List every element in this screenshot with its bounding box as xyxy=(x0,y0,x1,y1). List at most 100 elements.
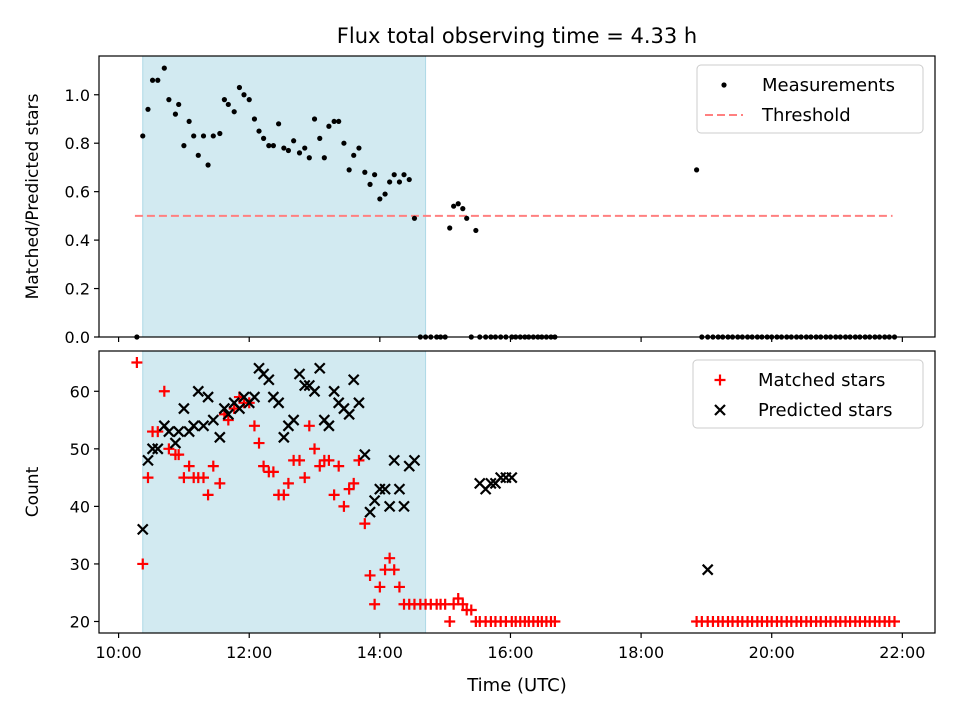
legend-plus-swatch xyxy=(714,374,726,386)
data-point xyxy=(246,97,252,103)
data-point xyxy=(152,426,164,438)
data-point xyxy=(460,206,466,212)
data-point xyxy=(406,176,412,183)
data-point xyxy=(701,563,714,576)
data-point xyxy=(314,460,326,472)
y-tick-label: 0.0 xyxy=(65,328,90,347)
data-point xyxy=(374,581,386,593)
data-point xyxy=(241,92,247,98)
data-point xyxy=(155,77,161,83)
data-point xyxy=(351,152,357,158)
data-point xyxy=(217,130,223,137)
y-axis-label: Count xyxy=(23,466,43,517)
data-point xyxy=(131,357,143,369)
y-tick-label: 0.4 xyxy=(65,231,90,250)
y-tick-label: 30 xyxy=(70,555,90,574)
data-point xyxy=(285,147,292,154)
data-point xyxy=(485,477,497,490)
data-point xyxy=(214,431,226,444)
data-point xyxy=(333,460,345,472)
data-point xyxy=(163,443,175,455)
data-point xyxy=(473,227,479,234)
data-point xyxy=(142,472,154,484)
data-point xyxy=(346,167,352,173)
data-point xyxy=(367,181,373,187)
data-point xyxy=(353,397,365,409)
y-tick-label: 40 xyxy=(70,497,90,516)
data-point xyxy=(260,135,267,141)
data-point xyxy=(207,414,220,426)
y-tick-label: 0.2 xyxy=(65,280,90,299)
data-point xyxy=(266,143,272,149)
data-point xyxy=(331,118,337,125)
data-point xyxy=(205,162,211,168)
data-point xyxy=(178,402,190,415)
data-point xyxy=(408,454,421,467)
data-point xyxy=(267,466,279,478)
data-point xyxy=(296,150,303,156)
data-point xyxy=(258,460,270,472)
data-point xyxy=(210,133,216,139)
data-point xyxy=(225,101,231,108)
data-point xyxy=(142,454,154,467)
data-point xyxy=(341,140,347,146)
legend-label: Threshold xyxy=(761,105,851,126)
data-point xyxy=(166,97,172,103)
y-tick-label: 60 xyxy=(70,382,90,401)
y-tick-label: 1.0 xyxy=(65,86,90,105)
data-point xyxy=(364,506,376,518)
data-point xyxy=(444,615,456,627)
observing-span-highlight xyxy=(142,55,427,338)
data-point xyxy=(178,472,190,484)
y-axis-label: Matched/Predicted stars xyxy=(23,93,43,299)
data-point xyxy=(197,420,210,432)
data-point xyxy=(181,143,187,149)
data-point xyxy=(353,454,365,466)
data-point xyxy=(282,477,294,489)
data-point xyxy=(248,420,260,432)
data-point xyxy=(207,460,219,472)
data-point xyxy=(221,97,227,103)
data-point xyxy=(176,101,182,108)
data-point xyxy=(393,581,405,593)
data-point xyxy=(313,362,326,375)
y-tick-label: 50 xyxy=(70,440,90,459)
x-tick-label: 16:00 xyxy=(487,643,533,662)
data-point xyxy=(256,128,262,134)
data-point xyxy=(694,167,700,173)
legend-box xyxy=(696,64,924,134)
data-point xyxy=(326,123,332,129)
data-point xyxy=(505,471,518,484)
data-point xyxy=(228,403,240,415)
data-point xyxy=(387,179,393,185)
data-point xyxy=(163,425,175,438)
data-point xyxy=(388,564,400,576)
data-point xyxy=(294,454,306,466)
data-point xyxy=(388,454,400,467)
figure-title: Flux total observing time = 4.33 h xyxy=(337,24,697,48)
data-point xyxy=(192,385,205,398)
data-point xyxy=(214,477,226,489)
data-point xyxy=(291,138,297,144)
data-point xyxy=(336,118,342,125)
data-point xyxy=(306,155,312,161)
axes-frame xyxy=(98,350,936,634)
data-point xyxy=(364,569,376,581)
data-point xyxy=(348,477,360,489)
data-point xyxy=(183,460,195,472)
data-point xyxy=(200,133,207,139)
data-point xyxy=(278,489,290,501)
data-point xyxy=(303,420,315,432)
data-point xyxy=(343,483,355,495)
legend-label: Matched stars xyxy=(758,370,885,391)
data-point xyxy=(152,443,164,455)
legend-label: Measurements xyxy=(762,75,895,96)
x-tick-label: 10:00 xyxy=(96,643,142,662)
data-point xyxy=(391,172,397,178)
data-point xyxy=(323,420,335,432)
data-point xyxy=(281,145,287,151)
data-point xyxy=(233,402,246,415)
data-point xyxy=(218,402,231,415)
data-point xyxy=(222,408,235,421)
data-point xyxy=(383,500,396,513)
